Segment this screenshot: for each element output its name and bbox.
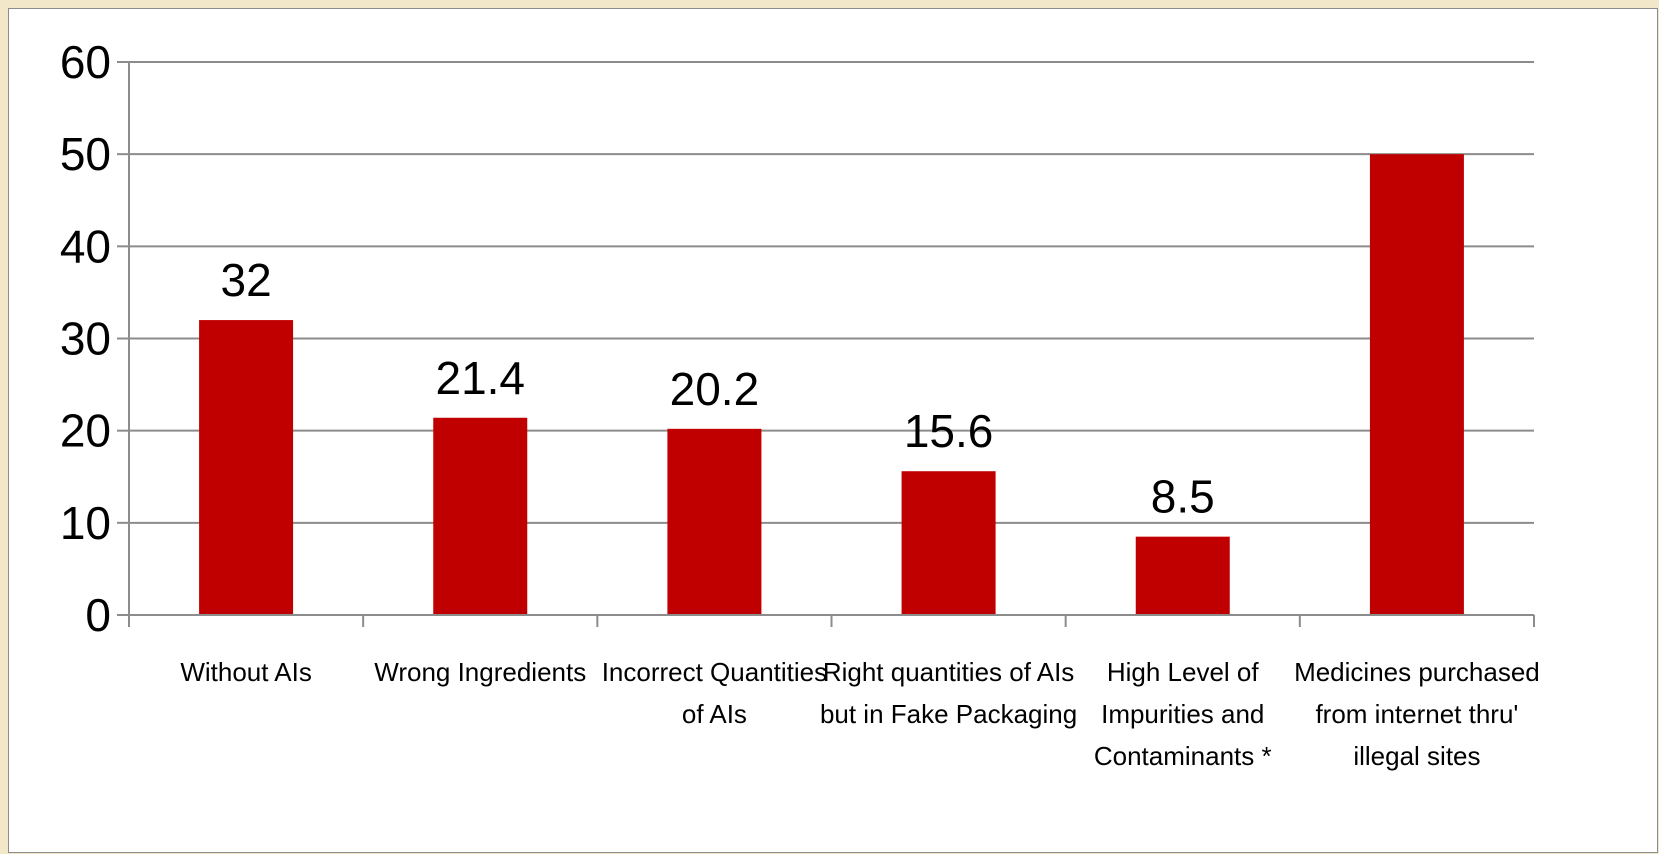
y-tick-label: 40 [60,220,111,272]
category-label: Incorrect Quantities [602,657,827,687]
bar [667,428,762,615]
data-label: 8.5 [1151,471,1215,523]
data-label: 15.6 [904,405,994,457]
data-label: 20.2 [670,363,760,415]
bar [1135,536,1230,615]
data-label: 21.4 [435,352,525,404]
category-label: Contaminants * [1094,741,1272,771]
category-label: Impurities and [1101,699,1264,729]
bar [199,320,294,615]
bar-chart: 0 10 20 30 40 50 60 32 21.4 20.2 15.6 8.5 Without AI… [60,36,1540,771]
y-tick-label: 30 [60,313,111,365]
gridlines [129,61,1534,524]
category-label: Medicines purchased [1294,657,1540,687]
y-tick-label: 50 [60,128,111,180]
category-label: from internet thru' [1315,699,1518,729]
y-tick-label: 10 [60,497,111,549]
category-label: of AIs [682,699,747,729]
category-label: Without AIs [180,657,312,687]
bar [433,417,528,615]
category-label: but in Fake Packaging [820,699,1077,729]
y-tick-label: 60 [60,36,111,88]
y-tick-label: 20 [60,405,111,457]
category-label: illegal sites [1353,741,1480,771]
data-label: 32 [220,254,271,306]
bar [901,471,996,615]
category-label: High Level of [1107,657,1260,687]
y-tick-label: 0 [85,589,111,641]
chart-frame: 0 10 20 30 40 50 60 32 21.4 20.2 15.6 8.5 Without AI… [8,8,1658,853]
category-label: Right quantities of AIs [823,657,1074,687]
axes [117,61,1535,627]
bars [199,154,1464,615]
labels: 0 10 20 30 40 50 60 32 21.4 20.2 15.6 8.5 Without AI… [60,36,1540,771]
bar [1369,154,1464,615]
category-label: Wrong Ingredients [374,657,586,687]
